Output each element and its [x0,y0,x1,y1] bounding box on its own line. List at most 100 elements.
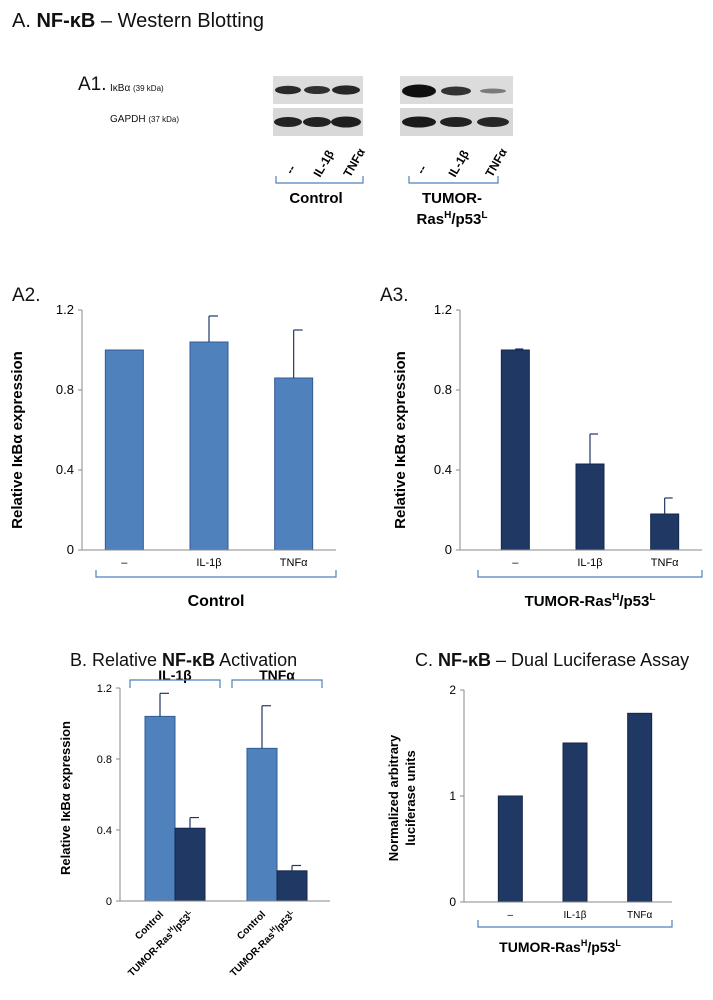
group-bracket [129,679,221,688]
section-a-title: A. NF-κB – Western Blotting [12,10,264,33]
bar [144,715,176,902]
section-c-bold: NF-κB [438,650,492,670]
x-tick-part: TUMOR-Ras [228,930,277,979]
x-tick-label: TNFα [627,910,652,921]
blot-panel-label: A1. [78,74,107,95]
blot-lane-label: -- [413,163,429,177]
bar [497,795,523,903]
y-tick-label: 0.4 [434,462,452,477]
y-tick-label: 0 [67,542,74,557]
y-tick-label: 0 [449,895,456,909]
section-c-prefix: C. [415,650,439,670]
group-label: TUMOR-RasH/p53L [499,938,621,955]
blot-band [331,116,361,128]
blot-bracket-tumor [408,176,499,184]
a2-panel-label: A2. [12,285,41,306]
bar [189,341,229,551]
blot-group-label-tumor-line1: TUMOR- [422,190,482,207]
blot-band [275,85,301,95]
group-label-sup: L [615,938,621,948]
bar [274,377,314,551]
y-tick-label: 0.4 [56,462,74,477]
section-a-prefix: A. [12,10,37,32]
section-a-suffix: – Western Blotting [95,10,264,32]
bar [500,349,530,551]
blot-row-name: GAPDH [110,114,146,125]
section-c-title: C. NF-κB – Dual Luciferase Assay [415,650,689,671]
x-tick-sup: H [269,926,278,935]
y-tick-label: 0.8 [434,382,452,397]
y-tick-label: 0.8 [97,754,112,766]
y-tick-label: 0 [445,542,452,557]
x-tick-label: TNFα [651,557,679,569]
group-label: TNFα [259,670,295,683]
section-b-title: B. Relative NF-κB Activation [70,650,297,671]
x-tick-label: – [121,557,128,569]
x-tick-part: TUMOR-Ras [126,930,175,979]
blot-band [477,117,509,127]
group-bracket [477,570,703,578]
x-tick-label: – [508,910,514,921]
section-a-bold: NF-κB [36,10,96,32]
blot-lane-label: IL-1β [445,148,471,180]
section-c-suffix: – Dual Luciferase Assay [491,650,690,670]
blot-band [480,88,506,94]
blot-group-label-control: Control [289,190,342,207]
bar [575,463,605,551]
blot-row-kda: (39 kDa) [133,84,164,93]
tumor-label-part: Ras [417,211,445,228]
chart-a3: 0 0.4 0.8 1.2 – IL-1β TNFα Relative IκBα expr… [392,302,703,610]
y-tick-label: 1 [449,789,456,803]
x-tick-sup: L [185,908,193,916]
section-b-suffix: Activation [215,650,298,670]
x-tick-label: – [512,557,519,569]
blot-band [402,116,436,128]
bar [650,513,680,551]
group-label-sup: L [649,592,655,603]
group-label: IL-1β [158,670,192,683]
x-tick-label: IL-1β [564,910,587,921]
y-axis-label-line2: luciferase units [403,750,418,845]
blot-lane-label: -- [282,163,298,177]
x-tick-sup: L [287,908,295,916]
blot-row-name: IκBα [110,83,131,94]
blot-band [274,117,302,127]
blot-band [304,86,330,94]
group-label-sup: H [581,938,588,948]
y-tick-label: 2 [449,683,456,697]
blot-lane-label: IL-1β [310,148,336,180]
group-label-part: /p53 [587,939,615,955]
y-tick-label: 1.2 [56,302,74,317]
bar [246,747,278,902]
blot-bracket-control [275,176,364,184]
group-label: Control [188,593,245,610]
y-tick-label: 1.2 [97,683,112,695]
bar [627,712,653,903]
group-label-part: TUMOR-Ras [525,593,613,610]
blot-band [303,117,331,127]
blot-band [440,117,472,127]
group-label-sup: H [612,592,619,603]
x-tick-sup: H [167,926,176,935]
bar [104,349,144,551]
blot-lane-label: TNFα [340,145,368,179]
blot-row-kda: (37 kDa) [148,115,180,124]
chart-a2: 0 0.4 0.8 1.2 – IL-1β TNFα Relative IκBα expr… [9,302,337,610]
group-bracket [477,920,673,928]
group-bracket [95,570,337,578]
tumor-label-part: /p53 [451,211,481,228]
blot-band [332,85,360,95]
tumor-label-sup: L [481,210,487,221]
chart-c: 0 1 2 – IL-1β TNFα Normalized arbitrary luci… [386,683,673,955]
a3-panel-label: A3. [380,285,409,306]
bar [562,742,588,903]
y-tick-label: 0.4 [97,825,112,837]
bar [174,827,206,902]
y-axis-label: Relative IκBα expression [9,351,26,529]
y-tick-label: 0.8 [56,382,74,397]
y-tick-label: 0 [106,896,112,908]
blot-group-label-tumor-line2: RasH/p53L [417,210,488,228]
section-b-prefix: B. Relative [70,650,163,670]
group-label-part: TUMOR-Ras [499,939,581,955]
y-axis-label: Relative IκBα expression [392,351,409,529]
